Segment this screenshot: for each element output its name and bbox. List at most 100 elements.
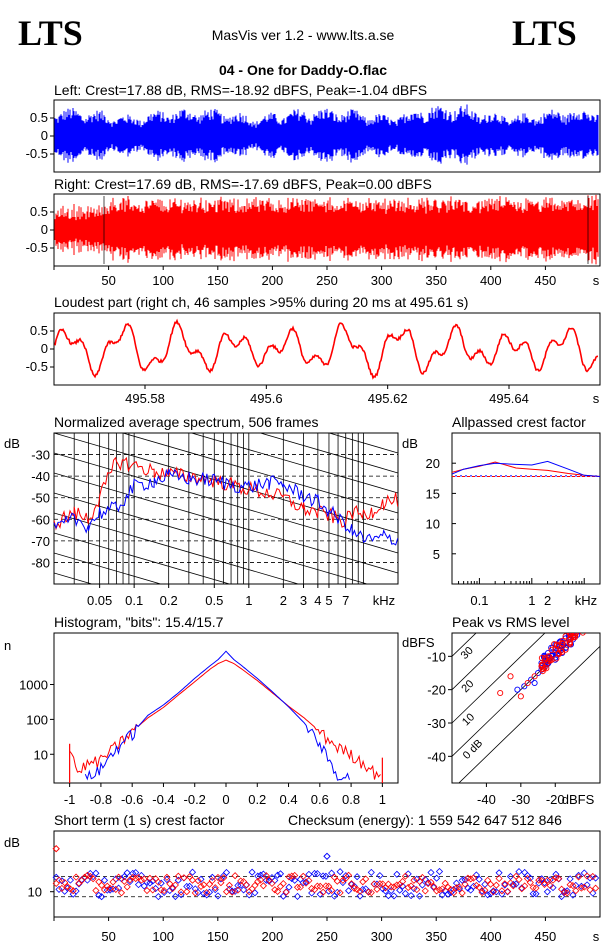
blue-crest-point <box>154 893 162 901</box>
red-crest-point <box>222 888 231 896</box>
red-crest-point <box>458 889 466 897</box>
blue-crest-point <box>276 870 285 878</box>
red-crest-point <box>197 882 205 890</box>
slope-line <box>327 433 398 454</box>
red-crest-point <box>154 878 162 886</box>
red-crest-point <box>171 881 179 889</box>
red-crest-point <box>137 876 145 884</box>
blue-point <box>574 625 579 630</box>
red-crest-point <box>345 871 353 879</box>
blue-histogram-series <box>84 650 350 781</box>
blue-crest-point <box>379 885 387 893</box>
blue-crest-point <box>322 872 330 880</box>
slope-line <box>54 492 369 584</box>
blue-crest-point <box>583 881 591 889</box>
red-crest-point <box>203 889 211 897</box>
red-crest-point <box>302 879 310 887</box>
red-crest-point <box>254 877 262 886</box>
red-crest-point <box>467 875 475 883</box>
blue-crest-point <box>100 876 109 884</box>
red-crest-point <box>299 872 307 880</box>
red-crest-point <box>563 889 571 897</box>
blue-crest-point <box>452 879 461 887</box>
spectrum-xunit: kHz <box>373 593 395 608</box>
slope-line <box>54 452 398 554</box>
crest-diagonal <box>458 645 600 783</box>
red-crest-point <box>495 874 503 883</box>
red-point <box>559 641 566 648</box>
blue-crest-point <box>418 881 426 889</box>
blue-point <box>578 623 583 628</box>
red-crest-point <box>469 874 478 882</box>
red-crest-point <box>257 876 265 884</box>
blue-crest-point <box>435 867 444 876</box>
ytick-label: 0 <box>41 128 48 143</box>
red-crest-point <box>577 884 585 892</box>
red-crest-point <box>433 887 441 895</box>
red-crest-point <box>379 880 387 888</box>
red-crest-point <box>183 888 191 896</box>
blue-crest-point <box>515 868 523 876</box>
red-spectrum-series <box>53 456 399 531</box>
red-crest-point <box>461 880 469 888</box>
ytick-label: -0.5 <box>26 359 48 374</box>
xtick-label: 250 <box>316 929 338 944</box>
ytick-label: -70 <box>31 534 50 549</box>
blue-crest-point <box>558 892 566 901</box>
ytick-label: 10 <box>28 885 42 900</box>
red-crest-point <box>535 876 543 884</box>
blue-crest-point <box>345 887 353 895</box>
histogram-ylabel: n <box>4 638 11 653</box>
red-crest-point <box>452 884 461 892</box>
blue-crest-point <box>174 876 182 884</box>
red-crest-point <box>268 879 276 887</box>
blue-point <box>576 623 581 628</box>
xtick-label: 0.1 <box>470 593 488 608</box>
red-crest-point <box>421 887 429 895</box>
red-crest-point <box>339 876 347 884</box>
right-wave-title: Right: Crest=17.69 dB, RMS=-17.69 dBFS, … <box>54 176 432 192</box>
xtick-label: 450 <box>535 273 557 288</box>
red-crest-point <box>401 872 409 880</box>
red-point <box>572 625 577 630</box>
xtick-label: 495.64 <box>489 391 529 406</box>
red-crest-point <box>211 884 219 892</box>
red-crest-point <box>430 882 438 891</box>
red-crest-point <box>95 878 103 886</box>
xtick-label: -0.6 <box>121 792 143 807</box>
blue-crest-point <box>323 852 331 861</box>
ytick-label: 20 <box>426 456 440 471</box>
blue-crest-point <box>200 889 208 898</box>
spectrum-title: Normalized average spectrum, 506 frames <box>54 414 319 430</box>
red-crest-point <box>381 884 390 892</box>
xtick-label: -40 <box>477 792 496 807</box>
blue-crest-point <box>171 892 179 901</box>
red-point <box>571 626 576 631</box>
blue-crest-point <box>240 886 248 894</box>
red-crest-point <box>540 880 549 888</box>
red-crest-point <box>282 888 290 896</box>
red-crest-point <box>546 882 554 890</box>
blue-crest-point <box>157 879 165 887</box>
red-crest-point <box>373 885 381 893</box>
red-crest-point <box>217 879 225 887</box>
red-crest-point <box>515 875 523 884</box>
blue-point <box>521 683 528 690</box>
red-crest-point <box>194 877 202 885</box>
xtick-label: 1 <box>245 593 252 608</box>
ytick-label: -50 <box>31 491 50 506</box>
xtick-label: 7 <box>342 593 349 608</box>
red-crest-point <box>72 873 80 881</box>
blue-crest-point <box>299 879 307 887</box>
blue-crest-point <box>367 868 375 876</box>
xtick-label: 4 <box>314 593 321 608</box>
red-crest-point <box>205 880 214 888</box>
red-crest-point <box>234 886 242 894</box>
red-crest-point <box>523 875 532 883</box>
red-crest-point <box>455 883 463 891</box>
blue-crest-point <box>495 869 503 877</box>
red-point <box>574 623 579 628</box>
red-point <box>579 618 584 623</box>
red-crest-point <box>55 876 63 884</box>
